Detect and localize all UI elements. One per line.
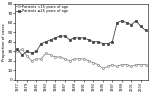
Patients ≥25 years of age (88, 39, 90, 40)
Patients ≥25 years of age (140, 26, 142, 27)
Patients ≥25 years of age (116, 22, 118, 23)
Patients <15 years of age (26, 55, 28, 57)
Patients <15 years of age (140, 64, 142, 65)
Patients ≥25 years of age (107, 43, 108, 44)
Patients ≥25 years of age (36, 51, 37, 52)
Patients ≥25 years of age (126, 22, 127, 23)
Patients <15 years of age (135, 64, 137, 65)
Patients <15 years of age (126, 64, 127, 65)
Patients ≥25 years of age (16, 49, 18, 50)
Patients <15 years of age (121, 64, 123, 65)
Patients <15 years of age (45, 53, 47, 54)
Patients <15 years of age (36, 58, 37, 59)
Patients ≥25 years of age (64, 35, 66, 37)
Patients ≥25 years of age (130, 24, 132, 25)
Patients <15 years of age (88, 60, 90, 61)
Patients <15 years of age (130, 66, 132, 67)
Patients ≥25 years of age (21, 54, 23, 56)
Patients <15 years of age (21, 49, 23, 50)
Patients <15 years of age (145, 64, 146, 65)
Patients ≥25 years of age (111, 41, 113, 42)
Y-axis label: Proportion of cases: Proportion of cases (2, 23, 6, 61)
Patients ≥25 years of age (54, 37, 56, 38)
Patients <15 years of age (31, 60, 33, 61)
Patients ≥25 years of age (83, 37, 85, 38)
Patients <15 years of age (54, 56, 56, 57)
Patients ≥25 years of age (59, 35, 61, 37)
Patients <15 years of age (78, 58, 80, 59)
Patients ≥25 years of age (31, 53, 33, 54)
Patients <15 years of age (69, 60, 70, 61)
Patients <15 years of age (111, 64, 113, 65)
Patients <15 years of age (107, 66, 108, 67)
Patients ≥25 years of age (102, 43, 104, 44)
Patients <15 years of age (97, 64, 99, 65)
Patients ≥25 years of age (45, 41, 47, 42)
Line: Patients <15 years of age: Patients <15 years of age (16, 48, 147, 69)
Patients <15 years of age (16, 51, 18, 52)
Patients ≥25 years of age (26, 51, 28, 52)
Patients <15 years of age (50, 54, 52, 56)
Patients ≥25 years of age (74, 37, 75, 38)
Patients ≥25 years of age (145, 30, 146, 31)
Patients ≥25 years of age (121, 20, 123, 21)
Patients <15 years of age (40, 58, 42, 59)
Patients <15 years of age (92, 62, 94, 63)
Patients <15 years of age (83, 58, 85, 59)
Patients <15 years of age (59, 56, 61, 57)
Patients <15 years of age (102, 68, 104, 69)
Patients ≥25 years of age (50, 39, 52, 40)
Patients <15 years of age (64, 58, 66, 59)
Patients ≥25 years of age (135, 20, 137, 21)
Legend: Patients <15 years of age, Patients ≥25 years of age: Patients <15 years of age, Patients ≥25 … (16, 4, 69, 14)
Patients ≥25 years of age (92, 41, 94, 42)
Patients ≥25 years of age (78, 37, 80, 38)
Patients <15 years of age (74, 58, 75, 59)
Patients ≥25 years of age (40, 43, 42, 44)
Patients ≥25 years of age (97, 41, 99, 42)
Line: Patients ≥25 years of age: Patients ≥25 years of age (16, 20, 147, 56)
Patients <15 years of age (116, 66, 118, 67)
Patients ≥25 years of age (69, 39, 70, 40)
